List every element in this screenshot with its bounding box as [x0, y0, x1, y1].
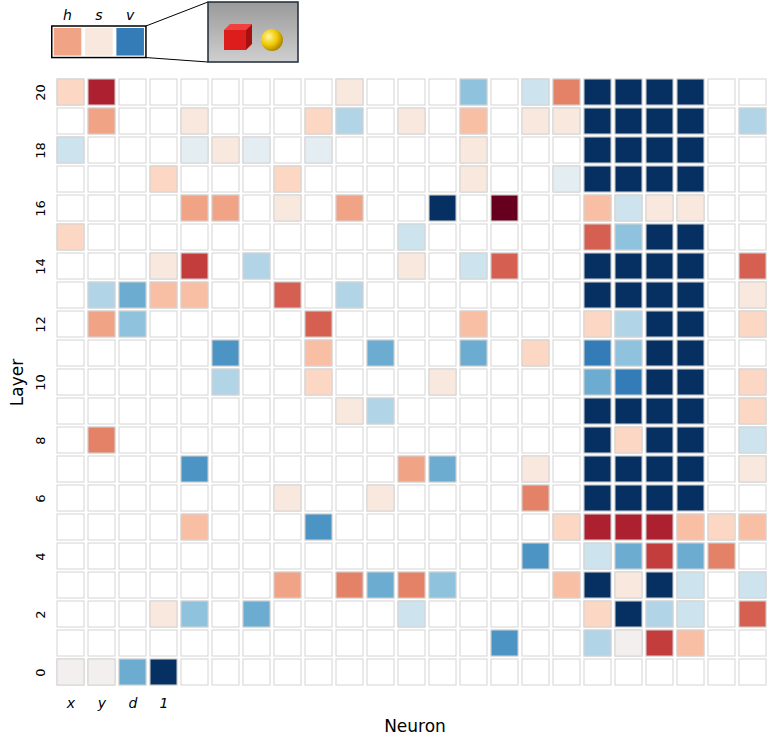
svg-text:Layer: Layer: [7, 359, 27, 406]
svg-text:20: 20: [33, 84, 48, 101]
svg-text:16: 16: [33, 200, 48, 217]
svg-text:14: 14: [33, 258, 48, 275]
svg-text:10: 10: [33, 374, 48, 391]
svg-text:2: 2: [33, 610, 48, 618]
svg-text:x: x: [66, 695, 76, 711]
svg-text:d: d: [129, 695, 138, 711]
svg-text:18: 18: [33, 142, 48, 159]
html-text:Neuron: Neuron: [384, 716, 446, 736]
svg-text:1: 1: [160, 695, 169, 711]
svg-text:6: 6: [33, 494, 48, 502]
svg-text:4: 4: [33, 552, 48, 560]
svg-text:h: h: [63, 7, 72, 23]
svg-text:8: 8: [33, 436, 48, 444]
svg-text:s: s: [95, 7, 102, 23]
svg-text:v: v: [126, 7, 135, 23]
svg-text:y: y: [97, 695, 107, 711]
svg-text:0: 0: [33, 668, 48, 676]
svg-text:12: 12: [33, 316, 48, 333]
